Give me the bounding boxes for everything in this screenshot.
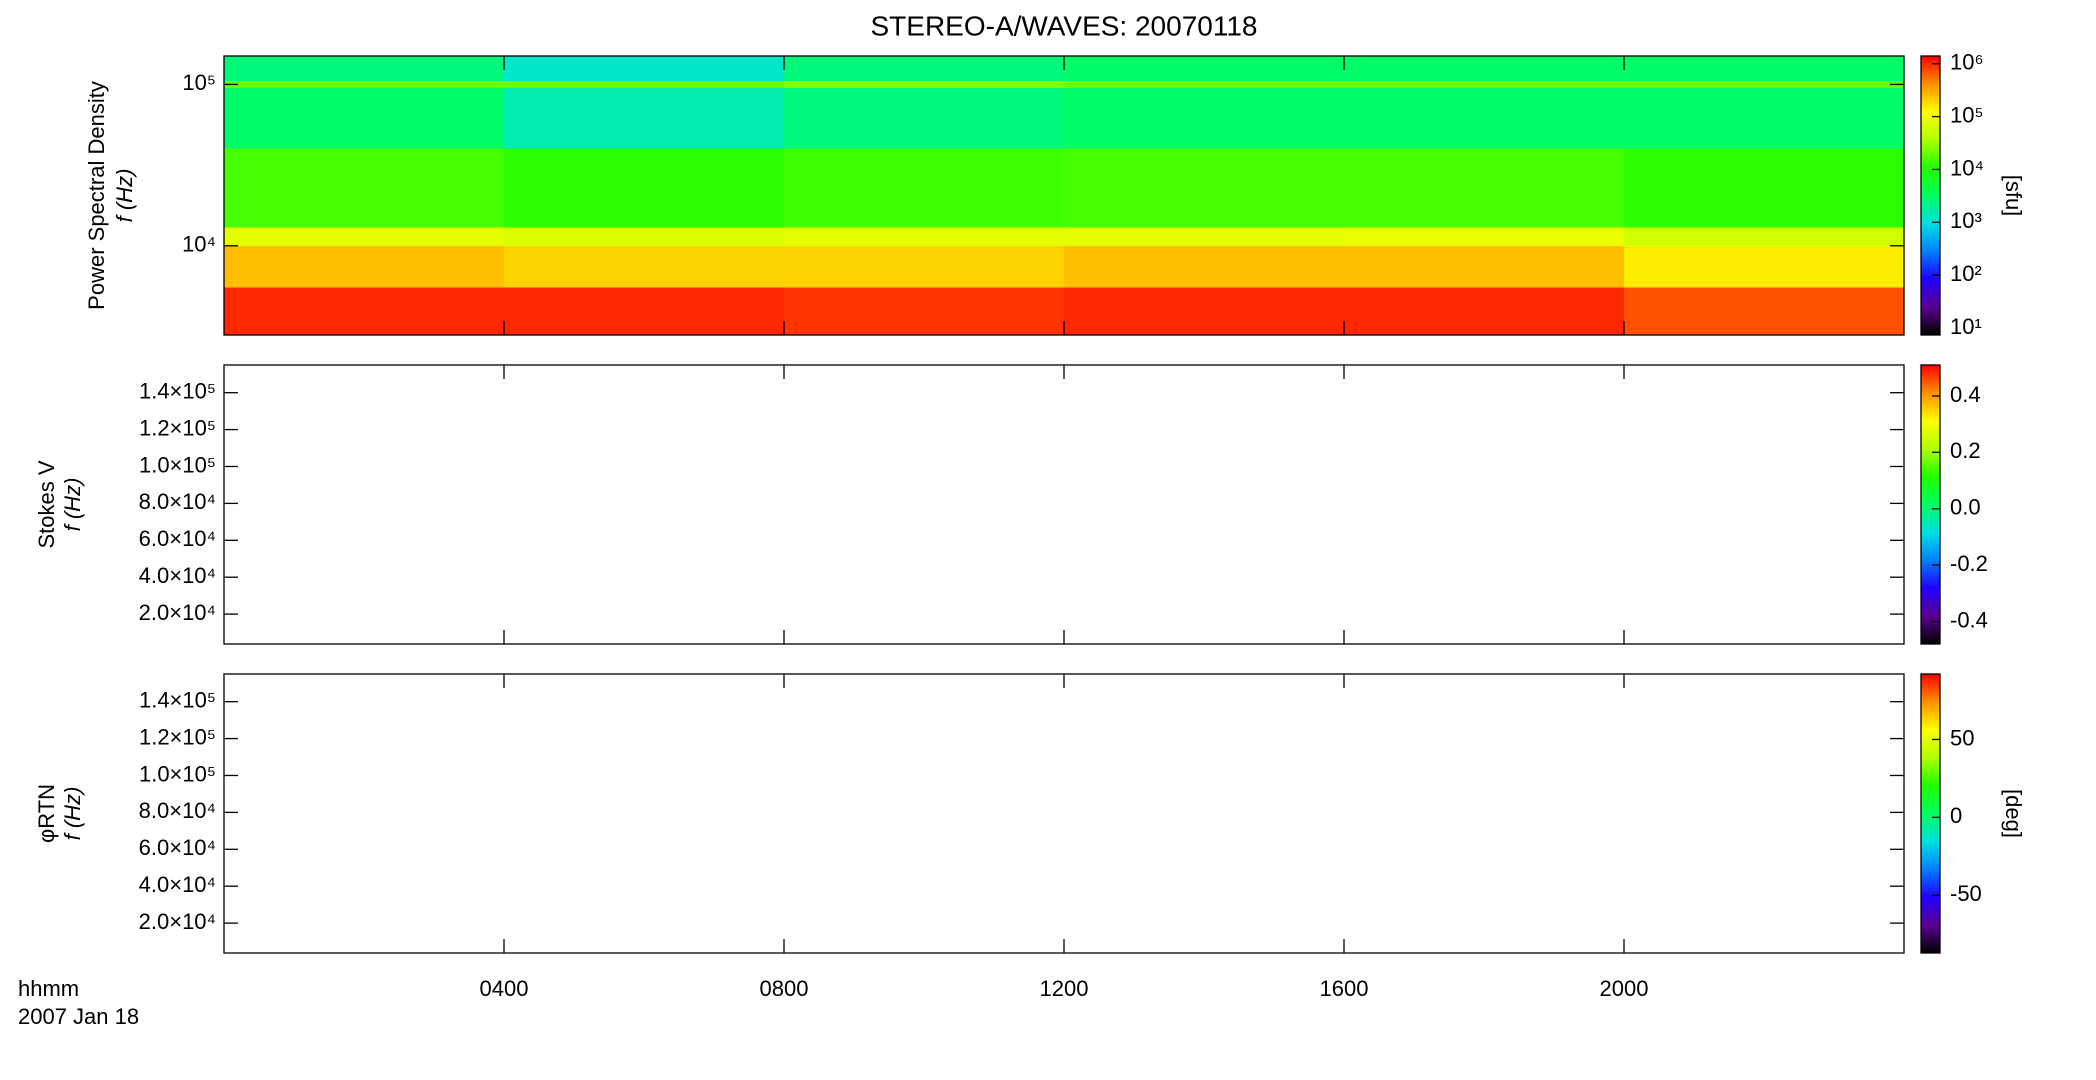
x-tick-label: 1600 xyxy=(1320,976,1369,1001)
heatmap-cell xyxy=(1344,88,1624,149)
y-axis-label: φRTN xyxy=(34,784,59,843)
colorbar xyxy=(1920,673,1941,954)
heatmap-cell xyxy=(784,148,1064,228)
y-axis-sublabel: f (Hz) xyxy=(60,787,85,841)
y-tick-label: 1.4×10⁵ xyxy=(139,687,216,712)
heatmap-cell xyxy=(784,56,1064,81)
colorbar-tick-label: -0.4 xyxy=(1950,607,1988,632)
heatmap-cell xyxy=(224,80,504,89)
heatmap-cell xyxy=(1344,227,1624,246)
heatmap-cell xyxy=(224,287,504,335)
heatmap-cell xyxy=(504,148,784,228)
x-tick-label: 0400 xyxy=(480,976,529,1001)
colorbar-tick-label: 0.2 xyxy=(1950,438,1981,463)
colorbar xyxy=(1920,364,1941,645)
heatmap-cell xyxy=(504,287,784,335)
heatmap-cell xyxy=(1344,287,1624,335)
heatmap-cell xyxy=(1064,88,1344,149)
x-axis-label: hhmm xyxy=(18,976,79,1001)
colorbar-label: [sfu] xyxy=(2001,175,2026,217)
y-tick-label: 4.0×10⁴ xyxy=(139,872,216,897)
heatmap-cell xyxy=(1344,80,1624,89)
heatmap-cell xyxy=(504,56,784,81)
heatmap-cell xyxy=(1624,148,1904,228)
y-tick-label: 10⁵ xyxy=(182,70,216,95)
heatmap-cell xyxy=(1064,287,1344,335)
chart-title: STEREO-A/WAVES: 20070118 xyxy=(871,10,1258,41)
y-axis-label: Stokes V xyxy=(34,460,59,548)
heatmap-cell xyxy=(1624,287,1904,335)
x-tick-label: 0800 xyxy=(760,976,809,1001)
colorbar-tick-label: 10² xyxy=(1950,261,1982,286)
heatmap-cell xyxy=(784,80,1064,89)
y-tick-label: 8.0×10⁴ xyxy=(139,798,216,823)
heatmap-cell xyxy=(1064,56,1344,81)
y-tick-label: 6.0×10⁴ xyxy=(139,526,216,551)
heatmap-cell xyxy=(1344,56,1624,81)
colorbar-tick-label: 0.0 xyxy=(1950,495,1981,520)
y-tick-label: 8.0×10⁴ xyxy=(139,489,216,514)
heatmap-cell xyxy=(1624,227,1904,246)
plot-frame xyxy=(223,673,1905,954)
heatmap-cell xyxy=(1344,148,1624,228)
heatmap-cell xyxy=(1624,56,1904,81)
heatmap-cell xyxy=(1064,245,1344,288)
colorbar-tick-label: 10⁵ xyxy=(1950,102,1984,127)
y-tick-label: 2.0×10⁴ xyxy=(139,909,216,934)
heatmap-cell xyxy=(1344,245,1624,288)
heatmap-cell xyxy=(1624,88,1904,149)
heatmap-cell xyxy=(1064,80,1344,89)
colorbar-tick-label: 10³ xyxy=(1950,208,1982,233)
heatmap-cell xyxy=(504,227,784,246)
y-axis-sublabel: f (Hz) xyxy=(112,169,137,223)
heatmap-cell xyxy=(224,245,504,288)
colorbar-tick-label: 10¹ xyxy=(1950,314,1982,339)
x-tick-label: 1200 xyxy=(1040,976,1089,1001)
heatmap-cell xyxy=(1624,245,1904,288)
x-tick-label: 2000 xyxy=(1600,976,1649,1001)
heatmap-cell xyxy=(1064,227,1344,246)
colorbar-tick-label: 0.4 xyxy=(1950,382,1981,407)
x-axis-sublabel: 2007 Jan 18 xyxy=(18,1004,139,1029)
heatmap-cell xyxy=(784,227,1064,246)
colorbar-tick-label: 10⁴ xyxy=(1950,155,1984,180)
y-tick-label: 1.2×10⁵ xyxy=(139,415,216,440)
y-axis-sublabel: f (Hz) xyxy=(60,478,85,532)
heatmap-cell xyxy=(224,227,504,246)
y-tick-label: 1.0×10⁵ xyxy=(139,761,216,786)
colorbar-tick-label: 0 xyxy=(1950,803,1962,828)
colorbar-tick-label: 50 xyxy=(1950,725,1974,750)
y-tick-label: 4.0×10⁴ xyxy=(139,563,216,588)
y-tick-label: 1.0×10⁵ xyxy=(139,452,216,477)
y-tick-label: 10⁴ xyxy=(182,232,216,257)
heatmap-cell xyxy=(1064,148,1344,228)
y-tick-label: 6.0×10⁴ xyxy=(139,835,216,860)
y-tick-label: 1.4×10⁵ xyxy=(139,378,216,403)
colorbar-tick-label: -0.2 xyxy=(1950,551,1988,576)
heatmap-cell xyxy=(504,80,784,89)
colorbar-tick-label: -50 xyxy=(1950,881,1982,906)
heatmap-cell xyxy=(784,88,1064,149)
y-tick-label: 2.0×10⁴ xyxy=(139,600,216,625)
heatmap-cell xyxy=(1624,80,1904,89)
plot-frame xyxy=(223,364,1905,645)
heatmap-cell xyxy=(224,148,504,228)
y-tick-label: 1.2×10⁵ xyxy=(139,724,216,749)
heatmap-cell xyxy=(784,245,1064,288)
y-axis-label: Power Spectral Density xyxy=(84,81,109,310)
heatmap-cell xyxy=(504,245,784,288)
colorbar-label: [deg] xyxy=(2001,789,2026,838)
heatmap-cell xyxy=(784,287,1064,335)
heatmap-cell xyxy=(224,56,504,81)
heatmap-cell xyxy=(504,88,784,149)
colorbar xyxy=(1920,55,1941,336)
colorbar-tick-label: 10⁶ xyxy=(1950,50,1984,75)
heatmap-cell xyxy=(224,88,504,149)
